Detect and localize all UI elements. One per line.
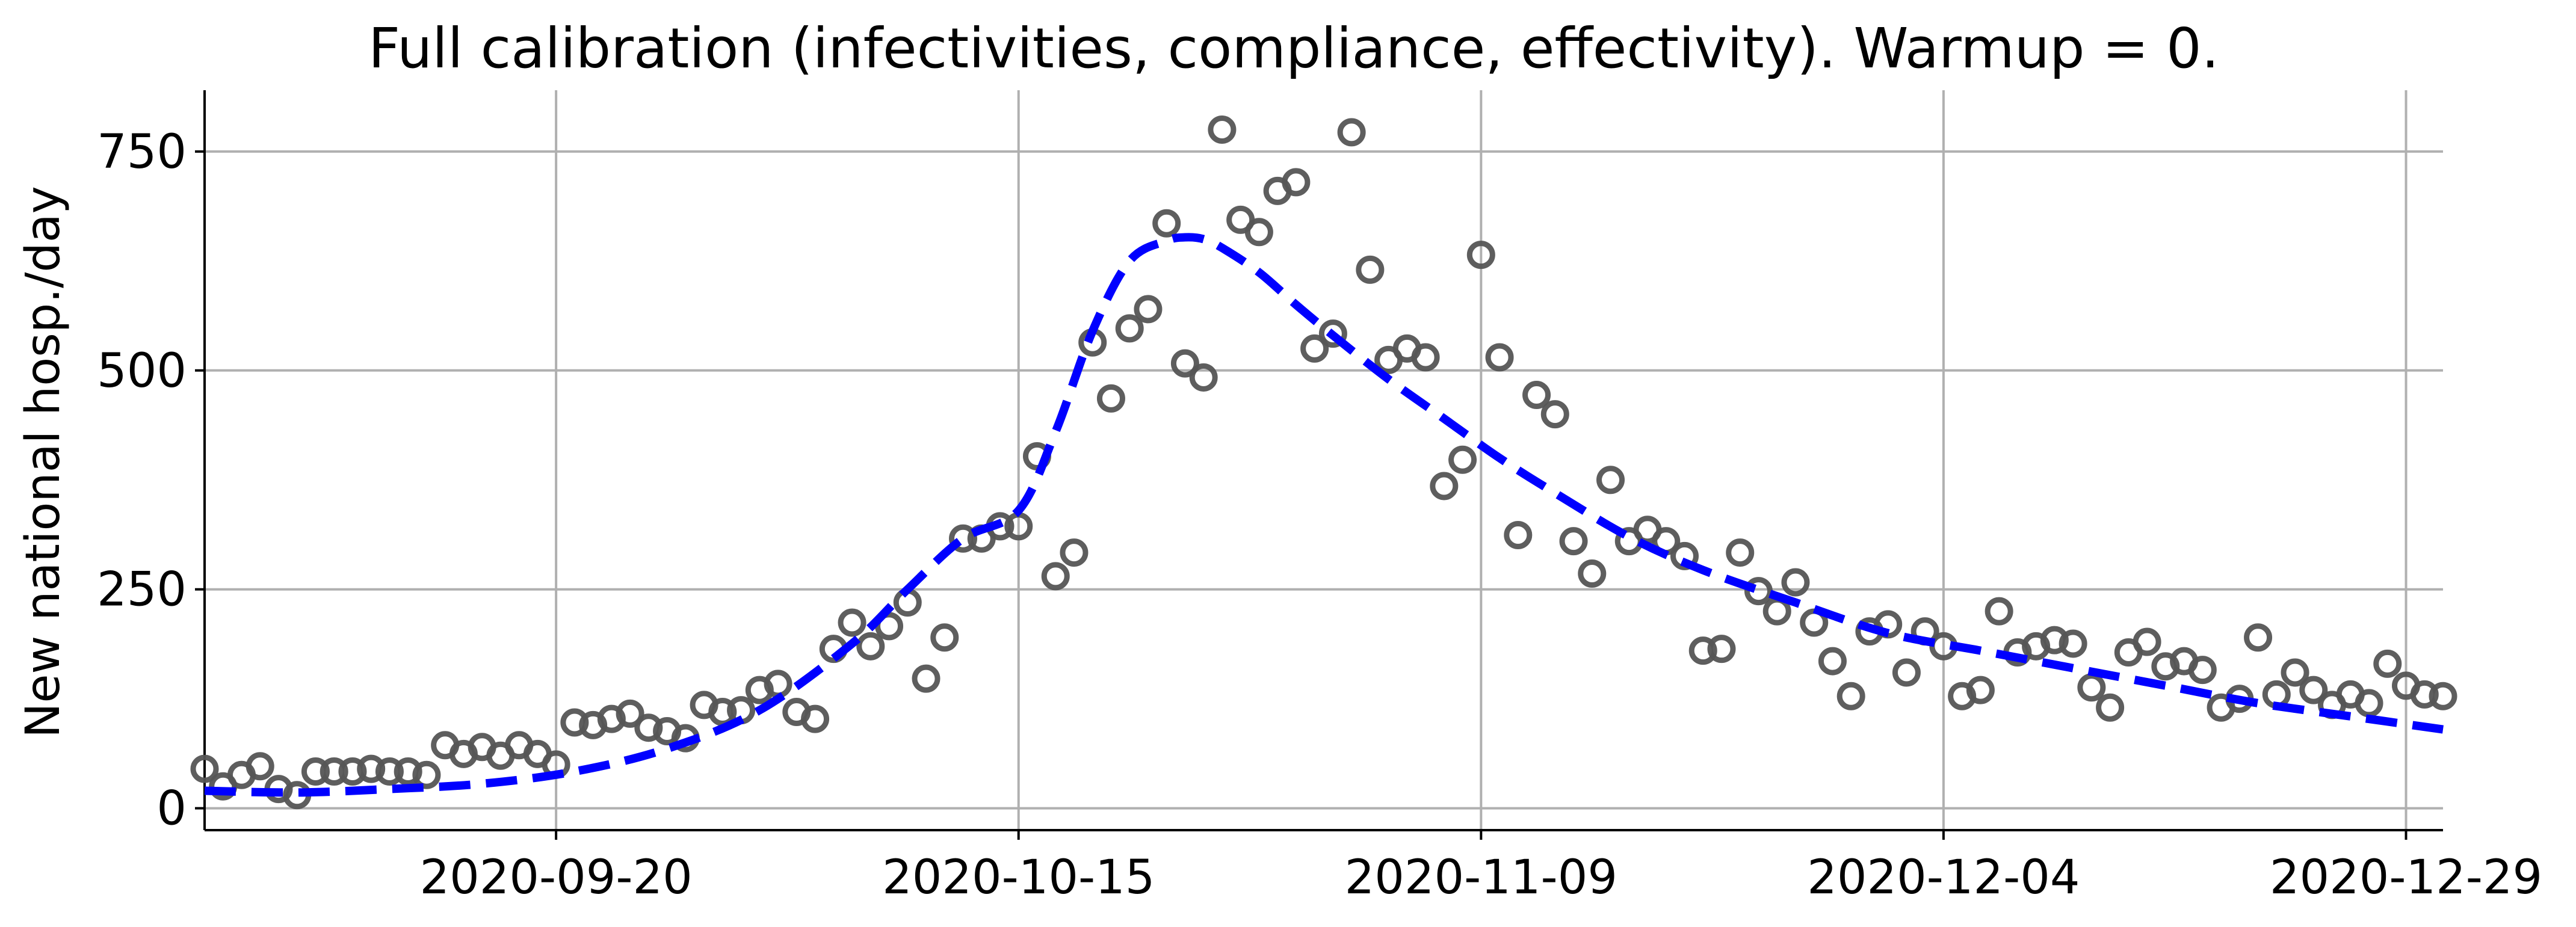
x-tick-label: 2020-12-04	[1807, 851, 2080, 905]
chart-title: Full calibration (infectivities, complia…	[368, 16, 2219, 81]
observed-point	[2096, 693, 2125, 722]
observed-point	[1504, 520, 1533, 549]
observed-point	[1707, 635, 1736, 664]
axes	[195, 90, 2443, 840]
observed-point	[1115, 314, 1144, 343]
observed-point	[2188, 656, 2217, 685]
observed-point	[1060, 538, 1089, 567]
x-tick-label: 2020-12-29	[2270, 851, 2542, 905]
plot-area	[190, 115, 2457, 810]
observed-point	[1466, 241, 1495, 269]
y-tick-label: 0	[156, 782, 187, 836]
observed-point	[1244, 218, 1273, 247]
observed-point	[1559, 527, 1588, 556]
observed-point	[1596, 466, 1625, 494]
y-tick-label: 750	[97, 125, 187, 179]
observed-point	[1485, 343, 1514, 372]
observed-point	[1041, 562, 1070, 591]
observed-point	[1318, 319, 1347, 348]
observed-point	[2299, 676, 2328, 704]
observed-point	[1208, 115, 1237, 144]
y-tick-label: 250	[97, 563, 187, 617]
tick-labels: 2020-09-20 2020-10-15 2020-11-09 2020-12-04…	[97, 125, 2542, 905]
observed-point	[1337, 118, 1366, 147]
observed-point	[560, 708, 589, 737]
observed-point	[1282, 168, 1311, 197]
observed-point	[1411, 343, 1440, 372]
observed-point	[856, 632, 885, 661]
x-tick-label: 2020-11-09	[1345, 851, 1617, 905]
observed-point	[1892, 658, 1921, 687]
observed-point	[1430, 472, 1459, 500]
observed-point	[2410, 680, 2439, 709]
observed-point	[1134, 295, 1163, 324]
x-tick-label: 2020-09-20	[419, 851, 692, 905]
observed-point	[838, 608, 866, 637]
observed-point	[1966, 676, 1995, 704]
observed-point	[1226, 205, 1255, 234]
observed-point	[930, 623, 959, 652]
observed-point	[634, 713, 663, 742]
observed-point	[375, 757, 404, 786]
observed-point	[708, 697, 737, 726]
observed-point	[875, 612, 904, 641]
observed-point	[1578, 559, 1607, 588]
observed-point	[1152, 209, 1181, 238]
observed-point	[1836, 682, 1865, 710]
observed-point	[801, 704, 830, 733]
observed-point	[912, 664, 941, 693]
observed-point	[1300, 334, 1329, 363]
observed-point	[394, 757, 422, 786]
observed-point	[1522, 381, 1551, 410]
model-curve	[204, 233, 2444, 797]
observed-point	[2373, 649, 2402, 678]
observed-point	[948, 524, 977, 553]
observed-point	[1670, 541, 1699, 570]
observed-point	[2281, 658, 2309, 687]
observed-point	[1726, 538, 1755, 567]
observed-point	[2059, 629, 2087, 658]
observed-point	[1448, 445, 1477, 474]
grid	[205, 90, 2443, 830]
observed-point	[2133, 627, 2161, 656]
observed-point	[246, 752, 274, 781]
observed-point	[1170, 349, 1199, 378]
observed-point	[616, 699, 644, 728]
observed-point	[1818, 647, 1847, 676]
observed-point	[2077, 673, 2106, 702]
observed-point	[1189, 363, 1218, 392]
observed-point	[2244, 623, 2273, 652]
observed-point	[1688, 636, 1717, 665]
observed-point	[1356, 255, 1385, 284]
observed-point	[320, 757, 348, 786]
observed-point	[1744, 577, 1773, 606]
observed-point	[2040, 626, 2069, 654]
observed-point	[1985, 597, 2013, 626]
x-tick-label: 2020-10-15	[882, 851, 1155, 905]
observed-point	[338, 757, 367, 786]
observed-point	[1781, 568, 1810, 597]
observed-point	[1096, 384, 1125, 413]
observed-point	[301, 757, 330, 786]
y-axis-label: New national hosp./day	[16, 186, 70, 738]
y-tick-label: 500	[97, 344, 187, 398]
observed-point	[190, 754, 219, 783]
observed-point	[2355, 689, 2383, 718]
observed-point	[412, 760, 441, 789]
observed-point	[357, 754, 386, 783]
observed-point	[1540, 400, 1569, 429]
observed-point	[2429, 682, 2457, 710]
